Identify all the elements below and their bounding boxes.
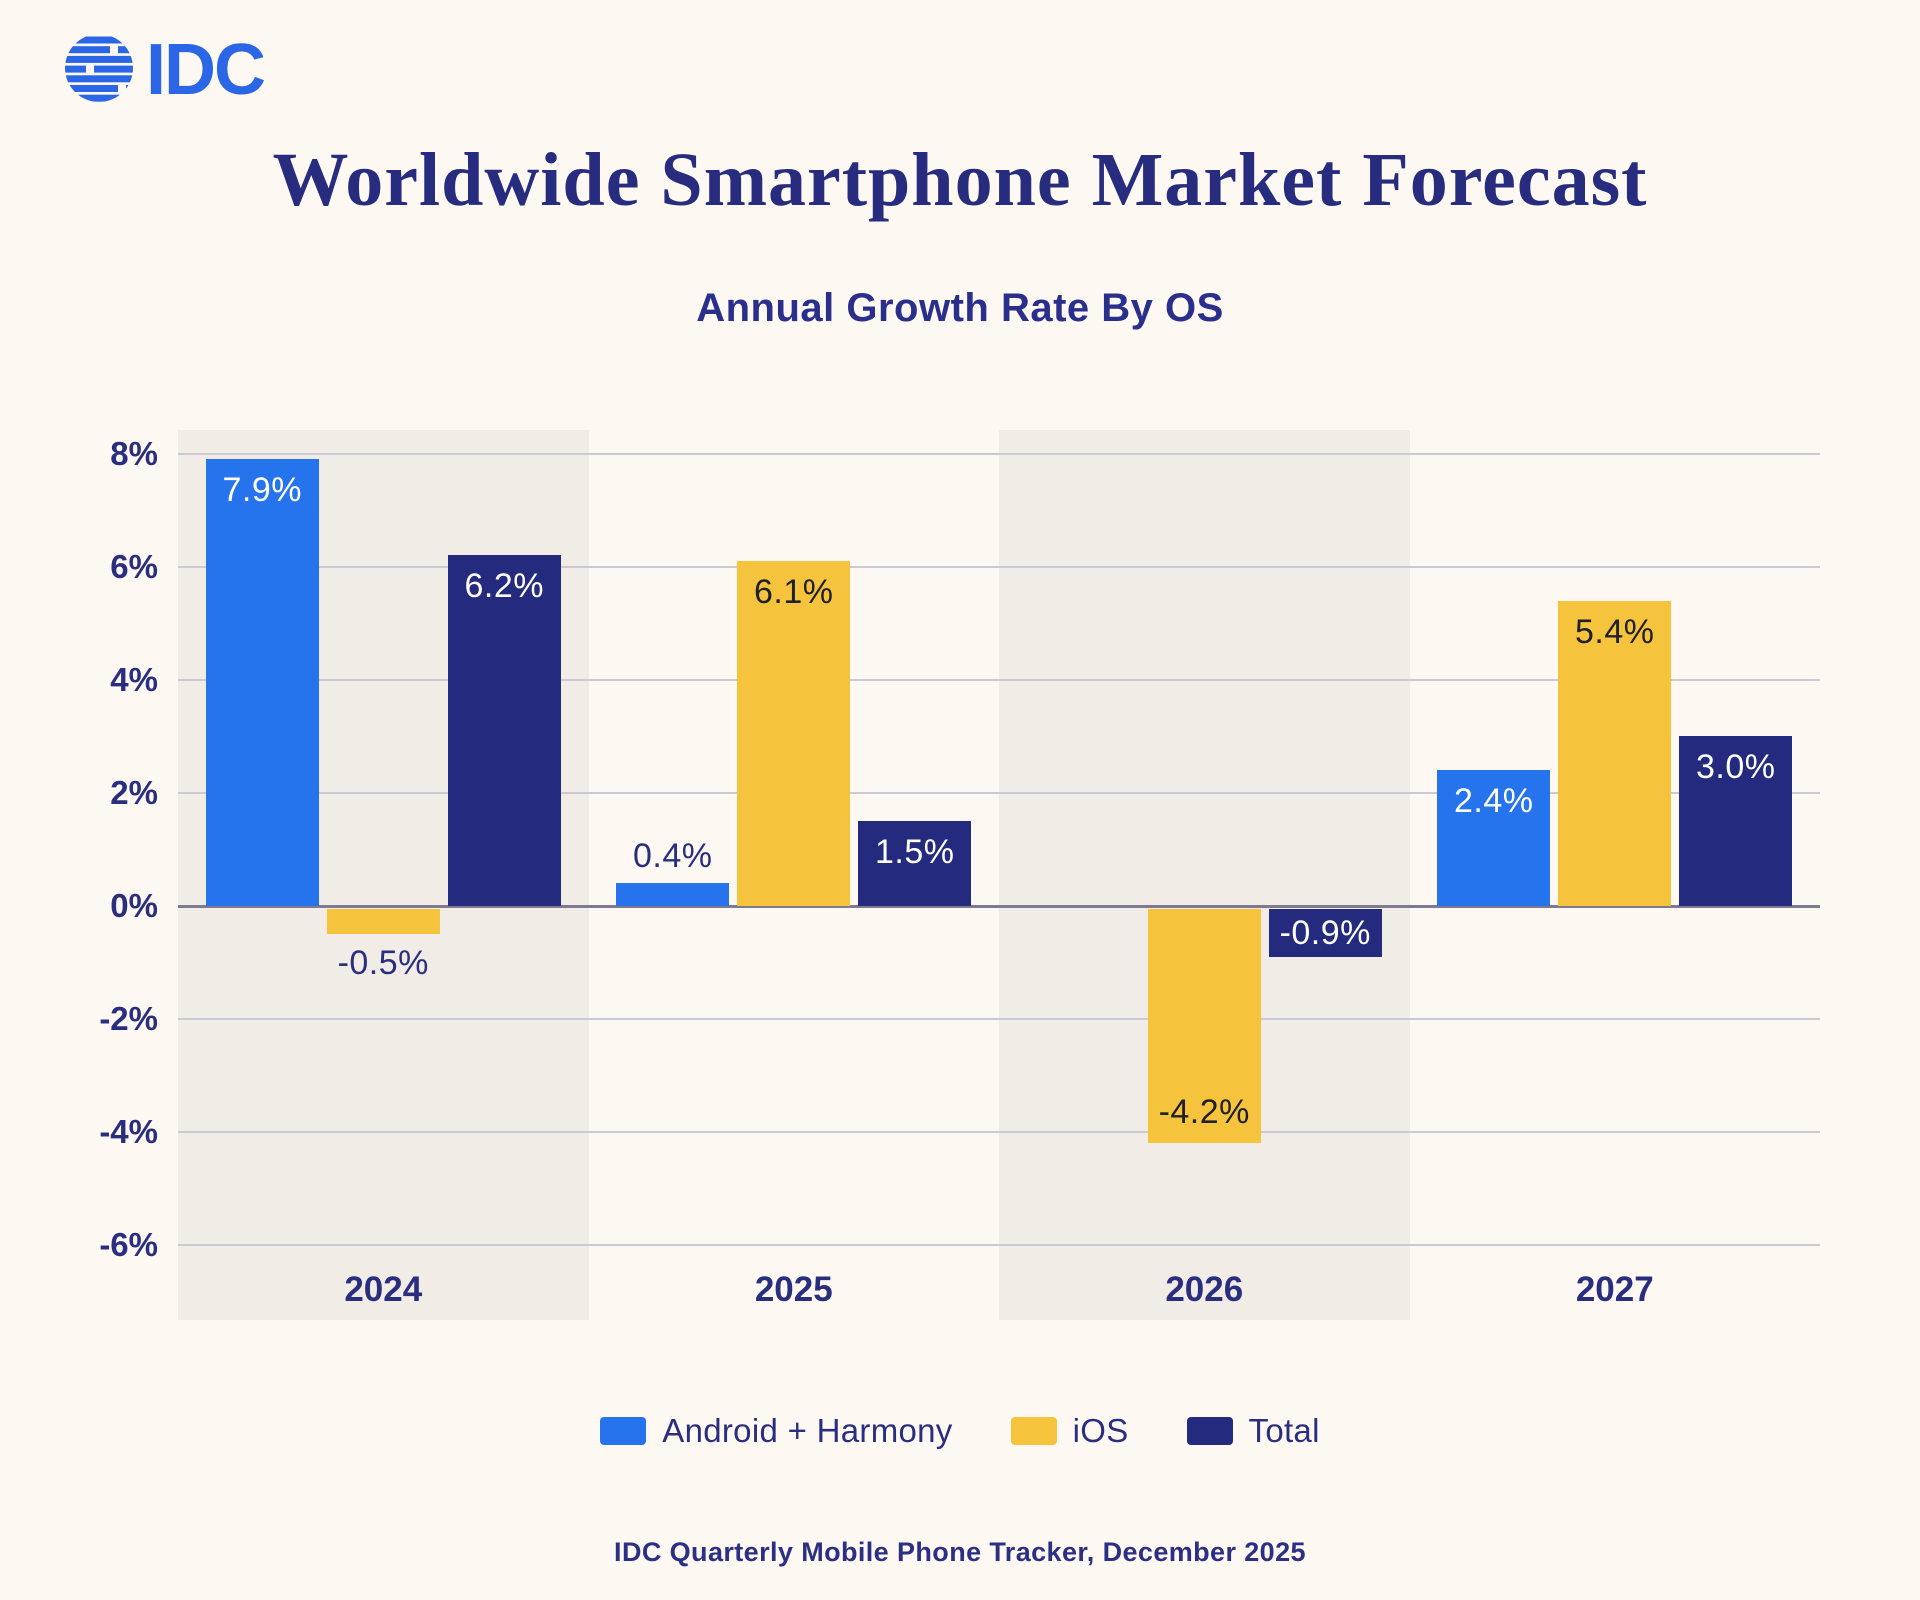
legend-swatch-ios <box>1010 1417 1057 1445</box>
bar-value-label: 5.4% <box>1575 612 1655 651</box>
legend-label-ios: iOS <box>1072 1412 1129 1449</box>
legend-label-total: Total <box>1248 1412 1320 1449</box>
y-axis-label--4%: -4% <box>99 1112 158 1150</box>
bar-ios-2024 <box>326 908 440 935</box>
legend-swatch-total <box>1186 1417 1233 1445</box>
footer-source: IDC Quarterly Mobile Phone Tracker, Dece… <box>614 1537 1306 1567</box>
y-axis-label-8%: 8% <box>110 434 158 472</box>
chart-title: Worldwide Smartphone Market Forecast <box>272 138 1648 222</box>
x-axis-label-2024: 2024 <box>344 1270 423 1309</box>
bar-value-label: -4.2% <box>1158 1093 1250 1132</box>
bar-value-label: 0.4% <box>633 837 713 876</box>
bar-total-2026 <box>1268 908 1382 957</box>
y-axis-label--2%: -2% <box>99 999 158 1037</box>
chart-subtitle: Annual Growth Rate By OS <box>696 286 1224 330</box>
bar-android-harmony-2027 <box>1437 770 1551 906</box>
legend-label-android-harmony: Android + Harmony <box>662 1412 953 1449</box>
logo-text: IDC <box>146 30 265 106</box>
legend-item-android-harmony: Android + Harmony <box>600 1412 952 1450</box>
bar-android-harmony-2025 <box>616 883 730 906</box>
gridline--4% <box>178 1130 1820 1133</box>
bar-total-2024 <box>447 555 561 906</box>
idc-logo-svg: IDC <box>65 30 267 110</box>
gridline-6% <box>178 565 1820 568</box>
legend-item-ios: iOS <box>1010 1412 1129 1450</box>
legend-swatch-android-harmony <box>600 1417 647 1445</box>
y-axis-label-0%: 0% <box>110 886 158 924</box>
column-band-2026 <box>999 430 1410 1320</box>
x-axis-label-2027: 2027 <box>1575 1270 1654 1309</box>
gridline--2% <box>178 1017 1820 1020</box>
bar-value-label: 3.0% <box>1696 748 1776 787</box>
y-axis-label-4%: 4% <box>110 660 158 698</box>
bar-total-2027 <box>1679 736 1793 906</box>
bar-value-label: 6.2% <box>464 567 544 606</box>
legend-item-total: Total <box>1186 1412 1320 1450</box>
y-axis-label--6%: -6% <box>99 1225 158 1263</box>
bar-value-label: 1.5% <box>875 833 955 872</box>
globe-icon <box>65 36 133 102</box>
zero-line <box>178 904 1820 908</box>
idc-logo: IDC <box>60 28 320 110</box>
bar-value-label: 2.4% <box>1454 782 1534 821</box>
x-axis-label-2026: 2026 <box>1165 1270 1244 1309</box>
gridline-2% <box>178 791 1820 794</box>
gridline-4% <box>178 678 1820 681</box>
legend: Android + Harmony iOS Total <box>0 1406 1920 1456</box>
bar-value-label: 7.9% <box>222 471 302 510</box>
y-axis-label-2%: 2% <box>110 773 158 811</box>
bar-ios-2025 <box>737 561 851 906</box>
gridline-8% <box>178 452 1820 455</box>
y-axis-label-6%: 6% <box>110 547 158 585</box>
bar-value-label: -0.5% <box>337 944 429 983</box>
bar-android-harmony-2024 <box>205 459 319 906</box>
plot-area: 8% 6% 4% 2% 0% -2% -4% -6% 7.9% 0.4% 2.4% -0.5% 6.1%… <box>99 430 1820 1320</box>
bar-total-2025 <box>858 821 972 906</box>
bar-ios-2027 <box>1558 600 1672 906</box>
bar-value-label: 6.1% <box>754 573 834 612</box>
gridline--6% <box>178 1243 1820 1246</box>
bar-value-label: -0.9% <box>1279 913 1371 952</box>
x-axis-label-2025: 2025 <box>754 1270 833 1309</box>
bar-ios-2026 <box>1147 908 1261 1144</box>
